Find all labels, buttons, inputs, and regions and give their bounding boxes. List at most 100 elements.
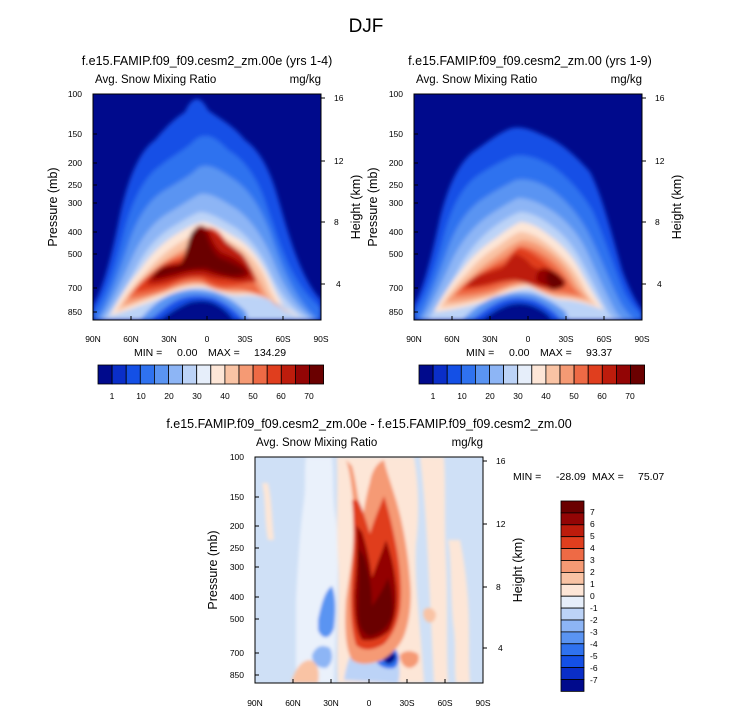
- panel-1: f.e15.FAMIP.f09_f09.cesm2_zm.00e (yrs 1-…: [46, 54, 363, 401]
- panel-2-x-tick: 60S: [596, 334, 611, 344]
- panel-1-x-axis: 90N 60N 30N 0 30S 60S 90S: [85, 316, 329, 344]
- panel-1-colorbar-swatch: [168, 364, 184, 385]
- panel-3-x-tick: 30S: [399, 698, 414, 708]
- panel-3-y-tick: 250: [230, 543, 244, 553]
- panel-2-colorbar-label: 30: [513, 391, 523, 401]
- panel-2-colorbar-boxes: [418, 364, 646, 385]
- panel-1-colorbar-swatch: [210, 364, 226, 385]
- panel-3-colorbar-swatch: [560, 655, 585, 669]
- panel-2-colorbar-label: 40: [541, 391, 551, 401]
- panel-1-x-tick: 60S: [275, 334, 290, 344]
- panel-1-colorbar-label: 30: [192, 391, 202, 401]
- panel-1-colorbar-swatch: [196, 364, 212, 385]
- panel-3-y2-axis: 16 12 8 4 Height (km): [483, 456, 525, 653]
- panel-2-y2-tick: 8: [655, 217, 660, 227]
- panel-3-colorbar-swatch: [560, 619, 585, 633]
- panel-2-left-subtitle: Avg. Snow Mixing Ratio: [416, 74, 537, 86]
- panel-3-min-value: -28.09: [556, 471, 586, 483]
- panel-2-y-tick: 400: [389, 227, 403, 237]
- panel-1-y2-tick: 4: [336, 279, 341, 289]
- panel-2-colorbar-swatch: [573, 364, 589, 385]
- panel-2-max-label: MAX =: [540, 347, 572, 359]
- panel-1-colorbar: 1 10 20 30 40 50 60 70: [97, 364, 325, 401]
- panel-3: f.e15.FAMIP.f09_f09.cesm2_zm.00e - f.e15…: [166, 417, 664, 708]
- panel-3-y-tick: 200: [230, 521, 244, 531]
- panel-1-colorbar-label: 40: [220, 391, 230, 401]
- panel-3-colorbar-swatch: [560, 536, 585, 550]
- panel-1-y2-tick: 8: [334, 217, 339, 227]
- panel-2-colorbar-swatch: [616, 364, 631, 385]
- panel-3-y-tick: 400: [230, 592, 244, 602]
- panel-3-colorbar-swatch: [560, 560, 585, 573]
- panel-3-colorbar-swatch: [560, 631, 585, 645]
- panel-3-plot-field: [255, 457, 483, 683]
- panel-1-colorbar-label: 1: [110, 391, 115, 401]
- figure-title: DJF: [349, 16, 384, 37]
- panel-1-y-axis: 100 150 200 250 300 400 500 700 850 Pres…: [46, 89, 97, 317]
- panel-1-y-label: Pressure (mb): [46, 167, 60, 246]
- panel-2-y2-tick: 4: [657, 279, 662, 289]
- panel-2-colorbar-swatch: [559, 364, 575, 385]
- panel-1-colorbar-swatch: [252, 364, 268, 385]
- panel-1-colorbar-swatch: [280, 364, 296, 385]
- panel-1-colorbar-label: 50: [248, 391, 258, 401]
- panel-1-colorbar-boxes: [97, 364, 325, 385]
- panel-3-x-tick: 30N: [323, 698, 339, 708]
- panel-3-colorbar-label: 7: [590, 507, 595, 517]
- panel-3-colorbar-swatch: [560, 500, 585, 514]
- panel-2-colorbar-swatch: [418, 364, 434, 385]
- panel-2-colorbar-label: 1: [431, 391, 436, 401]
- panel-3-colorbar-label: -4: [590, 639, 598, 649]
- panel-3-left-subtitle: Avg. Snow Mixing Ratio: [256, 437, 377, 449]
- panel-2-colorbar-swatch: [601, 364, 617, 385]
- panel-1-y-tick: 200: [68, 158, 82, 168]
- panel-2-colorbar-label: 70: [625, 391, 635, 401]
- panel-3-colorbar-label: -2: [590, 615, 598, 625]
- panel-1-y-tick: 150: [68, 129, 82, 139]
- panel-1-colorbar-label: 20: [164, 391, 174, 401]
- panel-2-colorbar-label: 20: [485, 391, 495, 401]
- panel-1-colorbar-label: 60: [276, 391, 286, 401]
- panel-1-colorbar-label: 10: [136, 391, 146, 401]
- panel-2-y2-label: Height (km): [670, 175, 684, 240]
- panel-3-colorbar-label: 0: [590, 591, 595, 601]
- panel-2-colorbar-swatch: [474, 364, 490, 385]
- panel-3-colorbar-label: -5: [590, 651, 598, 661]
- panel-3-y-label: Pressure (mb): [206, 530, 220, 609]
- panel-3-y2-tick: 16: [496, 456, 506, 466]
- panel-3-y2-tick: 4: [498, 643, 503, 653]
- panel-3-colorbar-label: 6: [590, 519, 595, 529]
- panel-3-colorbar-label: -3: [590, 627, 598, 637]
- panel-2-colorbar: 1 10 20 30 40 50 60 70: [418, 364, 646, 401]
- panel-1-colorbar-swatch: [182, 364, 198, 385]
- panel-2-y-tick: 100: [389, 89, 403, 99]
- panel-2-x-tick: 30S: [558, 334, 573, 344]
- panel-2-y-label: Pressure (mb): [366, 167, 380, 246]
- panel-2-title: f.e15.FAMIP.f09_f09.cesm2_zm.00 (yrs 1-9…: [408, 54, 652, 68]
- panel-2-y-axis: 100 150 200 250 300 400 500 700 850 Pres…: [366, 89, 418, 317]
- panel-2-y-tick: 700: [389, 283, 403, 293]
- panel-3-min-label: MIN =: [513, 471, 541, 483]
- panel-1-units: mg/kg: [290, 74, 321, 86]
- panel-1-max-label: MAX =: [208, 347, 240, 359]
- panel-2-y-tick: 500: [389, 249, 403, 259]
- panel-1-title: f.e15.FAMIP.f09_f09.cesm2_zm.00e (yrs 1-…: [82, 54, 333, 68]
- panel-1-x-tick: 90S: [313, 334, 328, 344]
- panel-2-y-tick: 200: [389, 158, 403, 168]
- panel-1-min-value: 0.00: [177, 347, 198, 359]
- panel-2-colorbar-swatch: [432, 364, 448, 385]
- panel-2-colorbar-swatch: [503, 364, 519, 385]
- panel-3-colorbar-label: 3: [590, 555, 595, 565]
- panel-3-colorbar-swatch: [560, 607, 585, 621]
- panel-3-colorbar-swatch: [560, 548, 585, 561]
- panel-2-y2-tick: 16: [655, 93, 665, 103]
- panel-3-colorbar-swatch: [560, 524, 585, 538]
- panel-1-colorbar-swatch: [238, 364, 254, 385]
- panel-3-colorbar-swatch: [560, 512, 585, 526]
- panel-1-colorbar-swatch: [153, 364, 169, 385]
- panel-1-y-tick: 700: [68, 283, 82, 293]
- panel-2-y2-tick: 12: [655, 156, 665, 166]
- panel-1-left-subtitle: Avg. Snow Mixing Ratio: [95, 74, 216, 86]
- panel-1-colorbar-swatch: [125, 364, 141, 385]
- panel-3-colorbar-label: 5: [590, 531, 595, 541]
